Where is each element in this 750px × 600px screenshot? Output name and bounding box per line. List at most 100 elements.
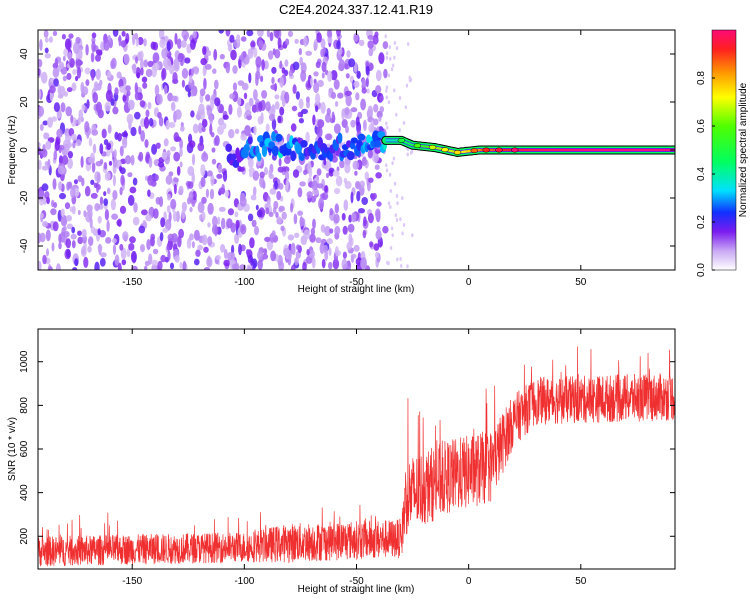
spectrogram-noise-cell <box>268 169 273 178</box>
spectrogram-noise-cell <box>43 30 49 38</box>
spectrogram-noise-cell <box>313 82 320 94</box>
spectrogram-noise-cell <box>146 239 151 251</box>
spectrogram-noise-cell <box>396 257 399 262</box>
spectrogram-noise-cell <box>147 174 154 186</box>
spectrogram-noise-cell <box>142 82 148 89</box>
spectrogram-noise-cell <box>126 248 131 258</box>
spectrogram-noise-cell <box>389 246 393 250</box>
spectrogram-noise-cell <box>188 191 194 201</box>
spectrogram-noise-cell <box>86 99 90 109</box>
spectrogram-noise-cell <box>336 40 341 50</box>
spectrogram-noise-cell <box>375 229 382 240</box>
spectrogram-noise-cell <box>331 111 335 122</box>
spectrogram-noise-cell <box>77 230 82 236</box>
spectrogram-noise-cell <box>395 194 399 198</box>
spectrogram-noise-cell <box>63 231 70 238</box>
spectrogram-noise-cell <box>58 155 64 166</box>
spectrogram-noise-cell <box>139 100 146 108</box>
spectrogram-noise-cell <box>379 106 385 113</box>
spectrogram-noise-cell <box>95 54 101 62</box>
spectrogram-noise-cell <box>53 150 58 161</box>
spectrogram-noise-cell <box>216 173 223 179</box>
spectrogram-noise-cell <box>389 189 392 193</box>
spectrogram-noise-cell <box>166 41 171 52</box>
spectrogram-noise-cell <box>330 91 337 100</box>
spectrogram-noise-cell <box>360 98 366 111</box>
spectrogram-noise-cell <box>278 205 285 212</box>
spectrogram-noise-cell <box>308 249 315 259</box>
spectrogram-noise-cell <box>90 226 96 234</box>
spectrogram-noise-cell <box>229 34 235 43</box>
spectrogram-noise-cell <box>244 102 251 112</box>
spectrogram-noise-cell <box>87 208 93 220</box>
spectrogram-noise-cell <box>347 223 355 233</box>
spectrogram-noise-cell <box>276 190 282 201</box>
snr-x-tick-label: 50 <box>575 576 587 587</box>
spectrogram-noise-cell <box>214 79 219 90</box>
spectrogram-noise-cell <box>391 161 394 166</box>
spectrogram-noise-cell <box>312 218 316 230</box>
spectrogram-noise-cell <box>361 78 366 88</box>
spectrogram-signal-cell <box>271 145 279 157</box>
spectrogram-noise-cell <box>405 83 409 88</box>
spectrogram-noise-cell <box>309 233 316 243</box>
spectrogram-noise-cell <box>92 143 97 154</box>
spectrogram-noise-cell <box>393 88 396 93</box>
spectrogram-noise-cell <box>87 245 92 253</box>
spectrogram-noise-cell <box>277 166 284 173</box>
figure-title: C2E4.2024.337.12.41.R19 <box>279 2 433 17</box>
spectrogram-noise-cell <box>60 214 68 227</box>
spectrogram-noise-cell <box>148 117 154 127</box>
spectrogram-noise-cell <box>147 60 154 68</box>
spectrogram-noise-cell <box>296 244 301 251</box>
spectrogram-noise-cell <box>180 122 184 128</box>
spectrogram-noise-cell <box>170 198 177 210</box>
spectrogram-noise-cell <box>88 137 93 147</box>
spectrogram-noise-cell <box>71 240 76 249</box>
spectrogram-noise-cell <box>173 151 181 162</box>
spectrogram-y-tick-label: -40 <box>19 238 30 253</box>
spectrogram-noise-cell <box>268 50 274 60</box>
spectrogram-noise-cell <box>143 38 147 47</box>
spectrogram-noise-cell <box>162 227 169 233</box>
spectrogram-noise-cell <box>214 225 218 237</box>
spectrogram-noise-cell <box>382 41 389 50</box>
spectrogram-noise-cell <box>350 253 357 259</box>
spectrogram-noise-cell <box>120 40 127 48</box>
spectrogram-noise-cell <box>358 39 365 47</box>
spectrogram-noise-cell <box>72 69 77 75</box>
spectrogram-noise-cell <box>224 190 229 198</box>
spectrogram-noise-cell <box>321 258 326 269</box>
colorbar: 0.0 0.2 0.4 0.6 0.8 Normalized spectral ampl… <box>696 29 749 277</box>
spectrogram-noise-cell <box>53 202 58 208</box>
spectrogram-noise-cell <box>123 53 130 65</box>
spectrogram-noise-cell <box>99 159 104 165</box>
spectrogram-noise-cell <box>303 36 308 47</box>
spectrogram-noise-cell <box>136 72 140 79</box>
spectrogram-noise-cell <box>343 199 349 211</box>
spectrogram-noise-cell <box>41 148 48 158</box>
spectrogram-noise-cell <box>245 249 250 255</box>
spectrogram-noise-cell <box>249 237 255 249</box>
spectrogram-noise-cell <box>223 248 228 260</box>
spectrogram-noise-cell <box>318 197 325 210</box>
spectrogram-noise-cell <box>385 51 389 56</box>
spectrogram-signal-core <box>461 150 467 154</box>
spectrogram-signal-cell <box>349 141 356 150</box>
spectrogram-noise-cell <box>121 30 126 37</box>
spectrogram-noise-cell <box>366 88 370 94</box>
spectrogram-signal-peak <box>511 147 519 153</box>
spectrogram-noise-cell <box>271 76 275 85</box>
snr-x-label: Height of straight line (km) <box>298 584 415 595</box>
spectrogram-noise-cell <box>239 264 247 270</box>
spectrogram-noise-cell <box>365 77 369 88</box>
spectrogram-noise-cell <box>113 149 117 159</box>
spectrogram-noise-cell <box>140 67 144 76</box>
spectrogram-noise-cell <box>164 58 172 71</box>
spectrogram-noise-cell <box>160 254 167 263</box>
spectrogram-noise-cell <box>103 198 109 207</box>
spectrogram-noise-cell <box>383 68 388 79</box>
spectrogram-noise-cell <box>166 205 171 213</box>
spectrogram-signal-cell <box>290 150 297 162</box>
spectrogram-noise-cell <box>326 30 332 38</box>
